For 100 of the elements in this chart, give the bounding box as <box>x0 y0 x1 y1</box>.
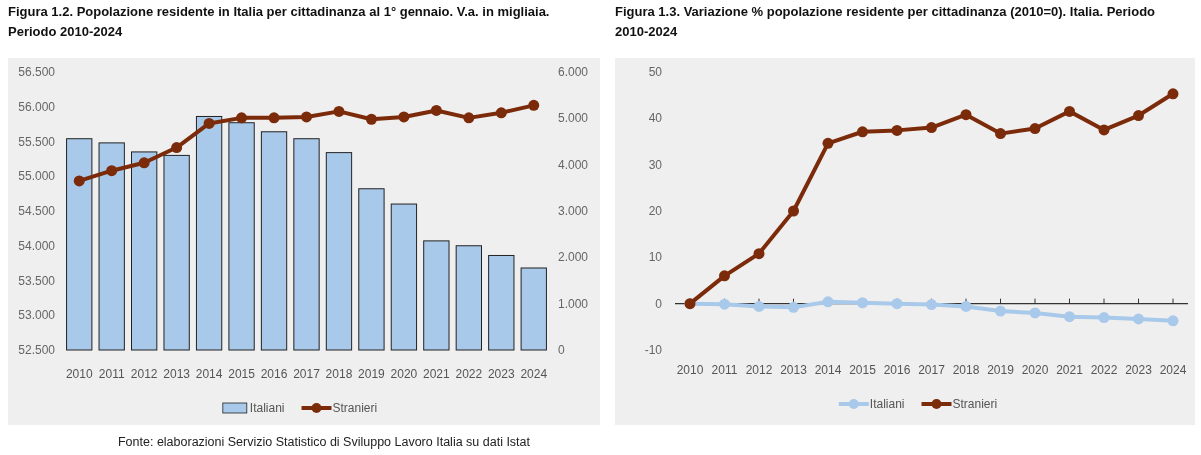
x-tick-label: 2012 <box>130 367 158 381</box>
chart-title: Figura 1.3. Variazione % popolazione residente per cittadinanza (2010=0). Italia. Periodo 2010-2024 <box>615 4 1156 39</box>
point <box>822 296 834 308</box>
point <box>857 297 868 309</box>
y-tick-label: 53.500 <box>18 273 56 288</box>
y-tick-label: 52.500 <box>18 343 56 357</box>
x-tick-label: 2019 <box>358 367 386 381</box>
x-tick-label: 2021 <box>423 367 451 381</box>
x-tick-label: 2014 <box>195 367 223 381</box>
point <box>106 165 118 177</box>
point <box>926 299 937 311</box>
point <box>495 107 507 119</box>
point <box>719 298 730 310</box>
point <box>1064 105 1075 117</box>
point <box>1064 311 1075 323</box>
y-tick-label: 54.500 <box>18 204 56 218</box>
point <box>528 99 540 111</box>
point <box>788 205 799 217</box>
point <box>301 111 312 123</box>
point <box>753 248 765 260</box>
point <box>995 128 1006 140</box>
chart-title: Figura 1.2. Popolazione residente in Italia per cittadinanza al 1° gennaio. V.a. in migliaia. Periodo 2010-2024 <box>8 4 550 39</box>
y2-tick-label: 3.000 <box>558 204 589 218</box>
x-tick-label: 2015 <box>228 367 256 381</box>
x-tick-label: 2017 <box>918 363 946 377</box>
point <box>1029 123 1041 135</box>
y2-tick-label: 5.000 <box>558 111 589 126</box>
x-tick-label: 2017 <box>293 367 321 381</box>
x-tick-label: 2022 <box>455 367 483 381</box>
y-tick-label: 30 <box>648 157 663 172</box>
point <box>236 112 248 124</box>
point <box>365 113 377 125</box>
x-tick-label: 2020 <box>390 367 418 381</box>
point <box>171 142 183 154</box>
x-tick-label: 2015 <box>849 363 877 377</box>
point <box>788 301 799 313</box>
point <box>926 122 937 134</box>
point <box>960 300 972 312</box>
y-tick-label: 40 <box>648 111 663 126</box>
x-tick-label: 2024 <box>520 367 548 381</box>
point <box>1029 307 1041 319</box>
x-tick-label: 2016 <box>883 363 911 377</box>
point <box>891 124 903 136</box>
x-tick-label: 2012 <box>745 363 773 377</box>
y-tick-label: 50 <box>648 65 663 79</box>
point <box>430 104 442 116</box>
y2-tick-label: 0 <box>558 343 565 357</box>
point <box>1133 313 1144 325</box>
point <box>719 270 730 282</box>
x-tick-label: 2021 <box>1056 363 1084 377</box>
y2-tick-label: 2.000 <box>558 250 589 265</box>
point <box>333 105 345 117</box>
point <box>268 112 280 124</box>
x-tick-label: 2011 <box>711 363 738 377</box>
x-tick-label: 2010 <box>65 367 93 381</box>
point <box>1098 312 1110 324</box>
point <box>1098 124 1110 136</box>
x-tick-label: 2011 <box>98 367 125 381</box>
x-tick-label: 2013 <box>780 363 808 377</box>
y-tick-label: 56.000 <box>18 99 56 114</box>
x-tick-label: 2010 <box>676 363 704 377</box>
x-tick-label: 2020 <box>1021 363 1049 377</box>
point <box>1167 315 1179 327</box>
x-tick-label: 2018 <box>952 363 980 377</box>
y2-tick-label: 4.000 <box>558 157 589 172</box>
x-tick-label: 2024 <box>1159 363 1187 377</box>
y-tick-label: 54.000 <box>18 238 56 253</box>
x-tick-label: 2023 <box>487 367 515 381</box>
y-tick-label: 56.500 <box>18 65 56 79</box>
x-tick-label: 2023 <box>1125 363 1153 377</box>
legend-label: Stranieri <box>332 401 378 415</box>
y-tick-label: 0 <box>655 296 663 311</box>
y-tick-label: 53.000 <box>18 308 56 323</box>
point <box>463 112 475 124</box>
x-tick-label: 2013 <box>163 367 191 381</box>
x-tick-label: 2018 <box>325 367 353 381</box>
point <box>203 117 215 129</box>
y-tick-label: 55.500 <box>18 134 56 149</box>
point <box>73 175 85 187</box>
point <box>398 111 410 123</box>
y-tick-label: 10 <box>648 250 663 265</box>
y-tick-label: 20 <box>648 204 663 218</box>
y-tick-label: 55.000 <box>18 169 56 184</box>
y2-tick-label: 6.000 <box>558 65 589 79</box>
point <box>1167 88 1179 100</box>
point <box>960 109 972 121</box>
point <box>995 305 1006 317</box>
point <box>138 157 150 169</box>
source-note: Fonte: elaborazioni Servizio Statistico di Sviluppo Lavoro Italia su dati Istat <box>117 435 531 449</box>
legend-label: Italiani <box>249 401 285 415</box>
x-tick-label: 2016 <box>260 367 288 381</box>
point <box>1133 110 1144 122</box>
point <box>822 137 834 149</box>
point <box>857 126 868 138</box>
legend-label: Italiani <box>869 397 905 411</box>
x-tick-label: 2019 <box>987 363 1015 377</box>
x-tick-label: 2022 <box>1090 363 1118 377</box>
point <box>753 300 765 312</box>
y2-tick-label: 1.000 <box>558 296 589 311</box>
point <box>891 298 903 310</box>
